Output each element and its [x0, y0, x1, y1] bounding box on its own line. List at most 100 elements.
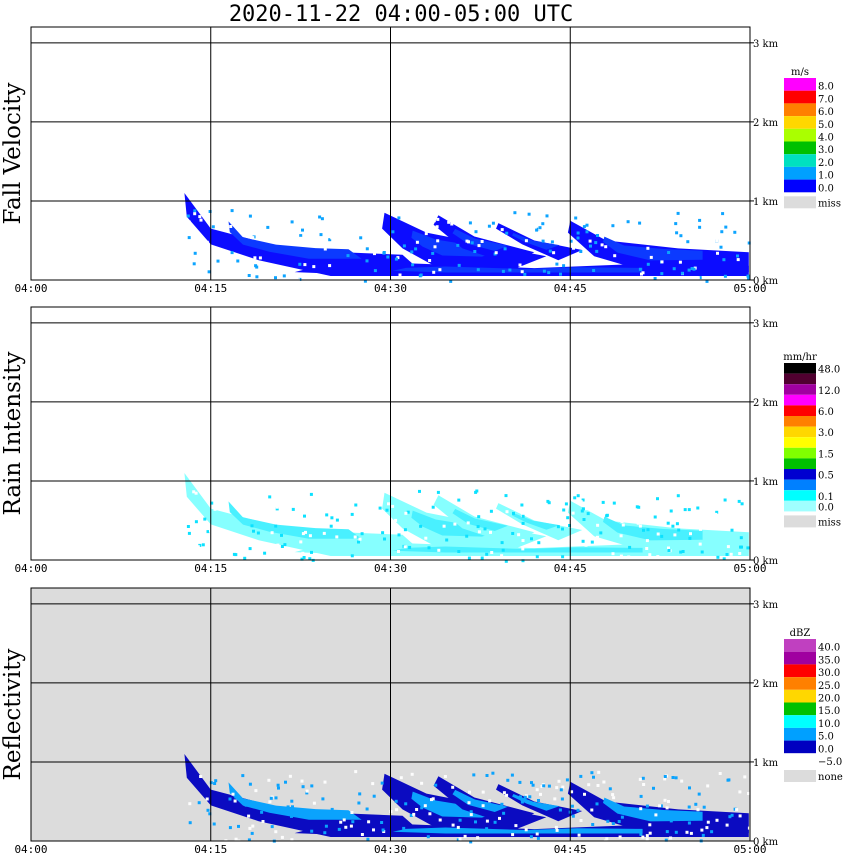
echo-pixel: [350, 554, 354, 558]
legend-swatch: [784, 458, 816, 469]
legend-missing-label: miss: [818, 198, 841, 209]
echo-pixel: [689, 831, 693, 835]
echo-pixel: [300, 779, 304, 783]
echo-pixel: [216, 225, 220, 229]
echo-pixel: [488, 511, 492, 515]
echo-pixel: [266, 225, 270, 229]
echo-pixel: [360, 219, 364, 223]
echo-pixel: [547, 271, 551, 275]
echo-pixel: [738, 814, 742, 818]
echo-pixel: [555, 828, 559, 832]
echo-pixel: [344, 825, 348, 829]
legend-label: 10.0: [818, 719, 840, 730]
echo-pixel: [685, 830, 689, 834]
echo-pixel: [648, 553, 652, 557]
height-tick-label: 3 km: [753, 319, 779, 330]
time-tick-label: 04:00: [14, 843, 47, 856]
echo-pixel: [380, 232, 384, 236]
echo-pixel: [428, 259, 432, 262]
echo-pixel: [278, 219, 282, 223]
echo-pixel: [561, 527, 564, 531]
echo-pixel: [354, 503, 358, 507]
echo-pixel: [428, 812, 432, 816]
echo-pixel: [362, 209, 366, 213]
echo-pixel: [397, 550, 400, 553]
echo-pixel: [303, 514, 306, 518]
echo-pixel: [447, 829, 451, 833]
echo-pixel: [298, 262, 302, 266]
echo-pixel: [671, 776, 675, 779]
echo-pixel: [282, 274, 286, 278]
echo-pixel: [648, 222, 652, 226]
echo-pixel: [676, 494, 680, 498]
echo-pixel: [728, 229, 732, 233]
echo-pixel: [739, 536, 743, 540]
echo-pixel: [365, 247, 369, 251]
echo-pixel: [651, 215, 655, 219]
echo-pixel: [590, 771, 594, 775]
time-tick-label: 04:45: [554, 562, 587, 575]
echo-pixel: [394, 257, 398, 261]
echo-pixel: [373, 269, 377, 273]
legend-swatch: [784, 677, 816, 690]
echo-pixel: [674, 830, 678, 834]
echo-pixel: [434, 783, 438, 787]
echo-pixel: [602, 780, 606, 784]
echo-pixel: [527, 212, 531, 216]
echo-pixel: [365, 259, 369, 263]
echo-pixel: [604, 245, 608, 249]
echo-pixel: [290, 220, 294, 224]
echo-pixel: [648, 823, 652, 827]
echo-pixel: [487, 224, 491, 228]
echo-pixel: [544, 229, 548, 233]
echo-pixel: [547, 501, 551, 505]
echo-pixel: [323, 780, 327, 784]
echo-pixel: [659, 804, 663, 808]
echo-pixel: [363, 279, 367, 283]
echo-pixel: [568, 524, 571, 527]
echo-pixel: [645, 804, 649, 808]
echo-pixel: [652, 786, 655, 790]
time-tick-label: 04:15: [194, 562, 227, 575]
echo-pixel: [501, 548, 505, 552]
echo-pixel: [579, 774, 583, 778]
echo-core: [452, 508, 508, 531]
echo-pixel: [187, 236, 191, 240]
panel-ylabel: Fall Velocity: [0, 83, 26, 225]
echo-pixel: [308, 534, 312, 538]
echo-pixel: [572, 246, 575, 250]
echo-pixel: [426, 835, 430, 839]
echo-pixel: [596, 523, 600, 527]
echo-pixel: [641, 489, 645, 493]
echo-pixel: [305, 791, 309, 795]
echo-pixel: [523, 272, 527, 276]
echo-pixel: [674, 776, 678, 780]
echo-pixel: [663, 777, 667, 781]
echo-pixel: [604, 829, 608, 833]
echo-pixel: [541, 239, 545, 243]
echo-pixel: [728, 510, 732, 514]
echo-pixel: [396, 495, 400, 499]
echo-pixel: [524, 239, 528, 243]
echo-pixel: [457, 498, 461, 502]
echo-pixel: [715, 510, 719, 514]
echo-pixel: [284, 780, 287, 784]
echo-pixel: [576, 236, 580, 240]
echo-pixel: [669, 836, 673, 840]
echo-core: [452, 228, 508, 251]
legend-swatch: [784, 394, 816, 406]
legend-label: 5.0: [818, 120, 834, 131]
echo-pixel: [248, 214, 252, 218]
echo-pixel: [462, 279, 466, 283]
echo-pixel: [451, 823, 455, 827]
echo-pixel: [504, 494, 508, 498]
echo-pixel: [291, 805, 294, 809]
echo-pixel: [241, 774, 245, 778]
time-tick-label: 04:15: [194, 843, 227, 856]
echo-pixel: [570, 790, 574, 794]
echo-pixel: [274, 830, 278, 834]
echo-pixel: [193, 212, 197, 216]
echo-pixel: [698, 218, 702, 222]
echo-pixel: [216, 259, 220, 263]
echo-pixel: [585, 507, 588, 511]
